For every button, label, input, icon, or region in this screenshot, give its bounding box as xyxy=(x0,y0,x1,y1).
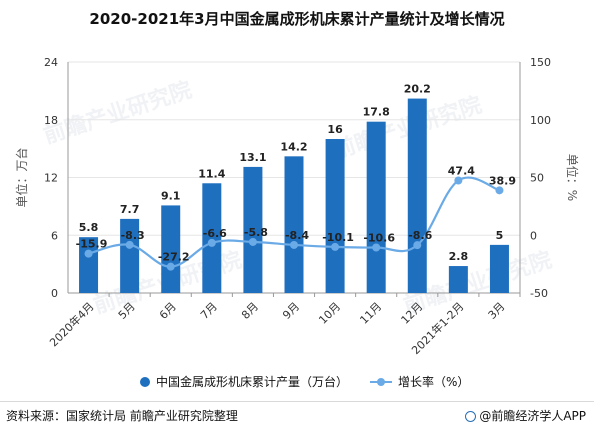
x-tick-label: 11月 xyxy=(357,300,384,327)
x-tick-label: 2020年4月 xyxy=(46,299,96,349)
growth-value-label: 47.4 xyxy=(448,165,475,178)
chart-title: 2020-2021年3月中国金属成形机床累计产量统计及增长情况 xyxy=(89,10,505,28)
growth-point xyxy=(454,176,463,185)
x-tick-label: 3月 xyxy=(486,300,508,322)
growth-point xyxy=(207,238,216,247)
growth-point xyxy=(290,240,298,249)
y-right-tick-label: 0 xyxy=(530,229,537,242)
legend-line-swatch xyxy=(370,377,392,387)
brand-credit: @前瞻经济学人APP xyxy=(465,407,586,424)
y-left-tick-label: 6 xyxy=(51,229,58,242)
growth-point xyxy=(331,242,340,251)
growth-point xyxy=(372,243,381,252)
bar-value-label: 14.2 xyxy=(280,140,307,153)
x-tick-label: 6月 xyxy=(157,300,179,322)
bar-value-label: 13.1 xyxy=(239,151,266,164)
y-left-tick-label: 24 xyxy=(44,56,58,69)
bar-value-label: 5.8 xyxy=(79,221,99,234)
growth-value-label: -10.6 xyxy=(363,231,395,244)
bar xyxy=(448,266,468,293)
footer-divider xyxy=(0,401,594,402)
growth-value-label: -15.9 xyxy=(76,238,108,251)
y-left-tick-label: 12 xyxy=(44,172,58,185)
bar xyxy=(407,98,427,293)
brand-text: @前瞻经济学人APP xyxy=(479,409,586,423)
legend-item-growth[interactable]: 增长率（%） xyxy=(370,373,469,390)
growth-point xyxy=(413,241,422,250)
y-right-axis-title: 单位：% xyxy=(565,154,580,201)
bar xyxy=(325,139,345,293)
growth-point xyxy=(166,262,175,271)
growth-value-label: -5.8 xyxy=(244,226,268,239)
y-left-tick-label: 0 xyxy=(51,287,58,300)
bar xyxy=(120,218,140,293)
growth-value-label: -10.1 xyxy=(322,231,354,244)
x-tick-label: 9月 xyxy=(280,300,302,322)
y-right-tick-label: 50 xyxy=(530,172,544,185)
bar-value-label: 7.7 xyxy=(120,203,140,216)
source-note: 资料来源：国家统计局 前瞻产业研究院整理 xyxy=(6,409,238,423)
y-left-tick-label: 18 xyxy=(44,114,58,127)
growth-point xyxy=(495,186,504,195)
legend-label-production: 中国金属成形机床累计产量（万台） xyxy=(156,375,349,389)
growth-point xyxy=(125,240,134,249)
growth-point xyxy=(248,237,257,246)
y-right-tick-label: 100 xyxy=(530,114,551,127)
bar-value-label: 11.4 xyxy=(198,167,225,180)
x-tick-label: 7月 xyxy=(198,300,220,322)
legend-bar-swatch xyxy=(140,377,150,387)
growth-point xyxy=(84,249,93,258)
brand-logo-icon xyxy=(465,411,477,422)
growth-value-label: -27.2 xyxy=(158,251,190,264)
bar xyxy=(202,183,222,293)
bar-value-label: 2.8 xyxy=(449,250,469,263)
bar-value-label: 5 xyxy=(496,229,504,242)
x-tick-label: 5月 xyxy=(116,300,138,322)
bar-value-label: 20.2 xyxy=(404,83,431,96)
bar-value-label: 16 xyxy=(327,123,343,136)
bar xyxy=(489,244,509,293)
legend-item-production[interactable]: 中国金属成形机床累计产量（万台） xyxy=(140,373,348,390)
y-right-tick-label: 150 xyxy=(530,56,551,69)
growth-value-label: -8.3 xyxy=(121,229,145,242)
growth-value-label: 38.9 xyxy=(489,174,516,187)
y-left-axis-title: 单位：万台 xyxy=(14,147,29,207)
x-tick-label: 10月 xyxy=(316,300,343,327)
legend-label-growth: 增长率（%） xyxy=(398,375,470,389)
growth-value-label: -8.4 xyxy=(285,229,309,242)
bar-value-label: 9.1 xyxy=(161,189,181,202)
bar xyxy=(161,205,181,293)
bar xyxy=(366,121,386,293)
growth-value-label: -8.6 xyxy=(408,229,432,242)
y-right-tick-label: -50 xyxy=(530,287,548,300)
bar xyxy=(243,166,263,293)
x-tick-label: 8月 xyxy=(239,300,261,322)
x-tick-label: 12月 xyxy=(399,300,426,327)
bar-value-label: 17.8 xyxy=(363,106,390,119)
growth-value-label: -6.6 xyxy=(203,227,227,240)
bar xyxy=(284,156,304,293)
